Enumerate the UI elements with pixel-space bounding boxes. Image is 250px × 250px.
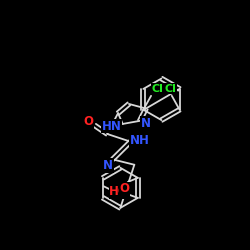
Text: N: N — [141, 117, 151, 130]
Text: HO: HO — [109, 185, 129, 198]
Text: O: O — [120, 182, 130, 195]
Text: HN: HN — [102, 120, 122, 133]
Text: Cl: Cl — [164, 84, 176, 94]
Text: NH: NH — [130, 134, 150, 146]
Text: N: N — [103, 159, 113, 172]
Text: Cl: Cl — [151, 84, 163, 94]
Text: O: O — [84, 115, 94, 128]
